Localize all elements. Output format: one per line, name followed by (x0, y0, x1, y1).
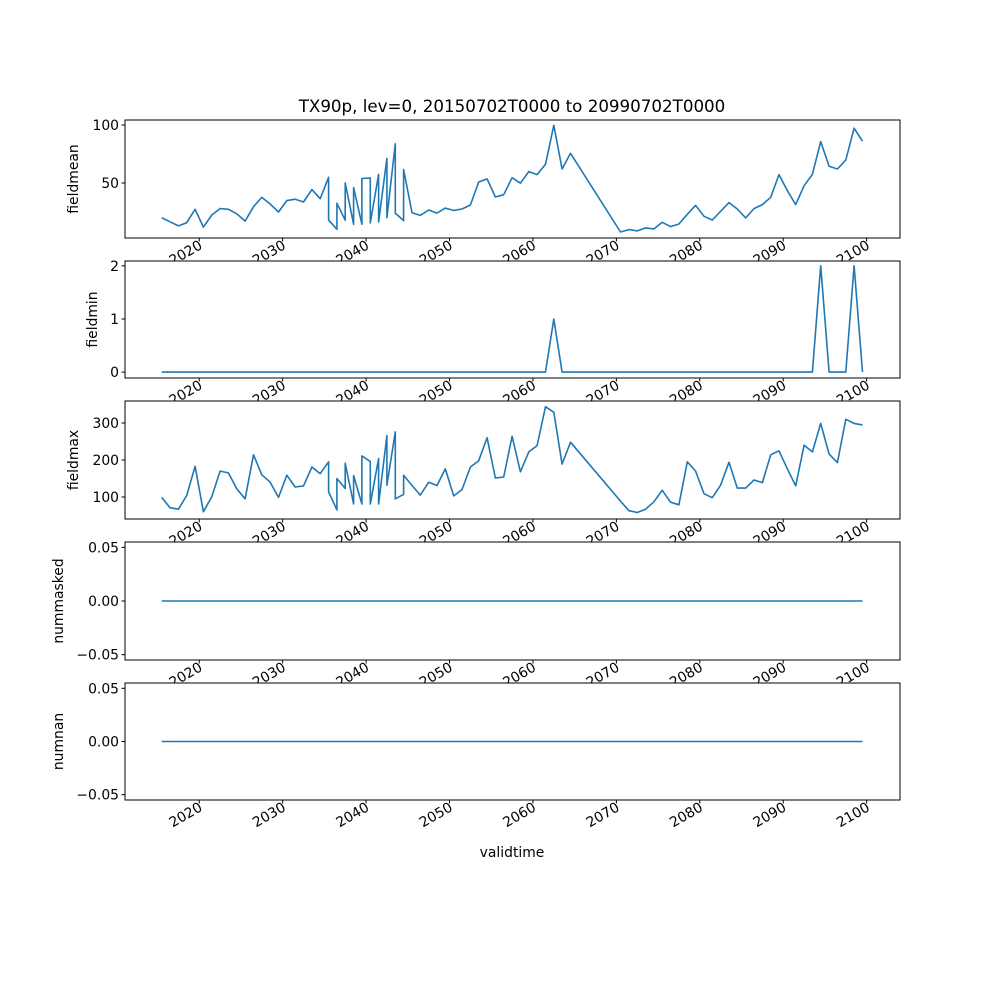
y-tick-label: −0.05 (76, 648, 119, 664)
series-line-fieldmean (161, 124, 864, 233)
chart-title: TX90p, lev=0, 20150702T0000 to 20990702T… (298, 96, 726, 116)
axes-frame (124, 119, 901, 239)
plot-area (125, 120, 900, 238)
y-tick-label: 2 (110, 259, 119, 275)
y-axis-label: fieldmax (66, 430, 82, 490)
y-tick-label: 100 (92, 118, 119, 134)
y-axis-label: numnan (51, 713, 67, 770)
y-axis-label: nummasked (51, 558, 67, 643)
series-line-fieldmax (161, 405, 863, 514)
y-tick-label: 0 (110, 365, 119, 381)
y-tick-label: 100 (92, 490, 119, 506)
series-line-fieldmin (161, 264, 864, 373)
y-tick-label: 0.05 (88, 681, 119, 697)
y-tick-label: 1 (110, 312, 119, 328)
y-tick-label: 0.00 (88, 594, 119, 610)
y-tick-label: −0.05 (76, 788, 119, 804)
y-axis-label: fieldmean (66, 144, 82, 213)
x-axis-label: validtime (480, 845, 545, 861)
plot-area (125, 261, 900, 378)
axes-frame (124, 260, 901, 379)
y-tick-label: 0.05 (88, 540, 119, 556)
y-tick-label: 0.00 (88, 735, 119, 751)
y-axis-label: fieldmin (85, 291, 101, 347)
y-tick-label: 200 (92, 453, 119, 469)
y-tick-label: 50 (101, 176, 119, 192)
y-tick-label: 300 (92, 416, 119, 432)
plot-area (125, 401, 900, 519)
